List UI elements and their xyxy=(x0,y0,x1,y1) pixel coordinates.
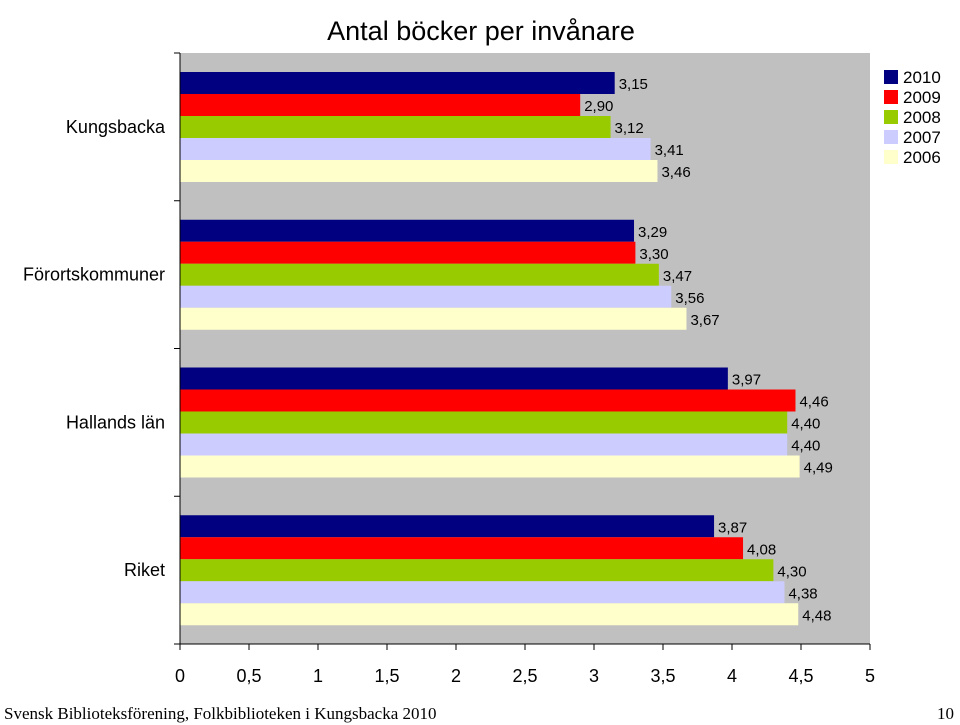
bars-group xyxy=(180,72,800,626)
legend-swatch-2009 xyxy=(884,90,898,104)
data-label-hallands-län-2007: 4,40 xyxy=(791,438,820,455)
chart-title: Antal böcker per invånare xyxy=(327,16,635,46)
bar-hallands-län-2007 xyxy=(180,433,788,456)
legend-label-2010: 2010 xyxy=(903,68,941,87)
bar-riket-2007 xyxy=(180,581,785,604)
bar-chart: Antal böcker per invånare 3,152,903,123,… xyxy=(23,16,941,686)
data-label-hallands-län-2010: 3,97 xyxy=(732,372,761,389)
legend-swatch-2010 xyxy=(884,70,898,84)
data-label-förortskommuner-2007: 3,56 xyxy=(675,290,704,307)
x-tick-label: 0,5 xyxy=(236,666,261,686)
data-label-riket-2007: 4,38 xyxy=(788,585,817,602)
data-label-kungsbacka-2010: 3,15 xyxy=(619,76,648,93)
data-label-förortskommuner-2006: 3,67 xyxy=(690,312,719,329)
x-tick-label: 4 xyxy=(727,666,737,686)
category-label-riket: Riket xyxy=(124,560,165,580)
x-tick-label: 1,5 xyxy=(374,666,399,686)
bar-hallands-län-2010 xyxy=(180,367,728,390)
data-label-hallands-län-2008: 4,40 xyxy=(791,416,820,433)
bar-hallands-län-2009 xyxy=(180,389,796,412)
category-label-kungsbacka: Kungsbacka xyxy=(66,117,166,137)
page-number: 10 xyxy=(937,704,954,723)
bar-riket-2008 xyxy=(180,559,774,582)
x-tick-label: 2,5 xyxy=(512,666,537,686)
bar-riket-2010 xyxy=(180,515,715,538)
x-tick-label: 2 xyxy=(451,666,461,686)
x-tick-label: 3 xyxy=(589,666,599,686)
data-label-riket-2010: 3,87 xyxy=(718,519,747,536)
data-label-riket-2009: 4,08 xyxy=(747,541,776,558)
data-label-kungsbacka-2007: 3,41 xyxy=(655,142,684,159)
x-tick-label: 5 xyxy=(865,666,875,686)
legend-label-2006: 2006 xyxy=(903,148,941,167)
x-tick-label: 0 xyxy=(175,666,185,686)
data-label-förortskommuner-2009: 3,30 xyxy=(639,246,668,263)
legend-swatch-2008 xyxy=(884,110,898,124)
category-label-hallands-län: Hallands län xyxy=(66,412,165,432)
bar-hallands-län-2006 xyxy=(180,455,800,478)
data-label-kungsbacka-2008: 3,12 xyxy=(615,120,644,137)
bar-labels-group: 3,15 2,903,12 3,41 3,46 3,29 3,30 3,47 3,56 3,67… xyxy=(584,76,833,624)
bar-förortskommuner-2009 xyxy=(180,241,636,264)
footer-source: Svensk Biblioteksförening, Folkbibliotek… xyxy=(4,704,437,723)
data-label-riket-2008: 4,30 xyxy=(777,563,806,580)
bar-kungsbacka-2006 xyxy=(180,160,658,182)
x-tick-label: 3,5 xyxy=(650,666,675,686)
bar-förortskommuner-2010 xyxy=(180,219,635,242)
x-tick-label: 1 xyxy=(313,666,323,686)
legend-swatch-2007 xyxy=(884,130,898,144)
legend-label-2007: 2007 xyxy=(903,128,941,147)
category-label-förortskommuner: Förortskommuner xyxy=(23,265,165,285)
data-label-kungsbacka-2009: 2,90 xyxy=(584,98,613,115)
legend-label-2009: 2009 xyxy=(903,88,941,107)
data-label-förortskommuner-2010: 3,29 xyxy=(638,224,667,241)
legend-label-2008: 2008 xyxy=(903,108,941,127)
bar-kungsbacka-2007 xyxy=(180,138,651,160)
bar-riket-2009 xyxy=(180,537,744,560)
bar-kungsbacka-2008 xyxy=(180,116,611,138)
x-axis: 0 0,5 1 1,5 2 2,5 3 3,5 4 4,5 5 xyxy=(175,643,875,686)
bar-riket-2006 xyxy=(180,603,799,626)
data-label-riket-2006: 4,48 xyxy=(802,607,831,624)
y-axis: Kungsbacka Förortskommuner Hallands län Rik… xyxy=(23,52,181,645)
bar-kungsbacka-2010 xyxy=(180,72,615,94)
bar-hallands-län-2008 xyxy=(180,411,788,434)
bar-förortskommuner-2006 xyxy=(180,307,687,330)
data-label-hallands-län-2009: 4,46 xyxy=(799,394,828,411)
x-tick-label: 4,5 xyxy=(788,666,813,686)
bar-förortskommuner-2008 xyxy=(180,263,659,286)
data-label-hallands-län-2006: 4,49 xyxy=(804,460,833,477)
data-label-kungsbacka-2006: 3,46 xyxy=(661,164,690,181)
data-label-förortskommuner-2008: 3,47 xyxy=(663,268,692,285)
bar-förortskommuner-2007 xyxy=(180,285,672,308)
bar-kungsbacka-2009 xyxy=(180,94,581,116)
legend-swatch-2006 xyxy=(884,150,898,164)
